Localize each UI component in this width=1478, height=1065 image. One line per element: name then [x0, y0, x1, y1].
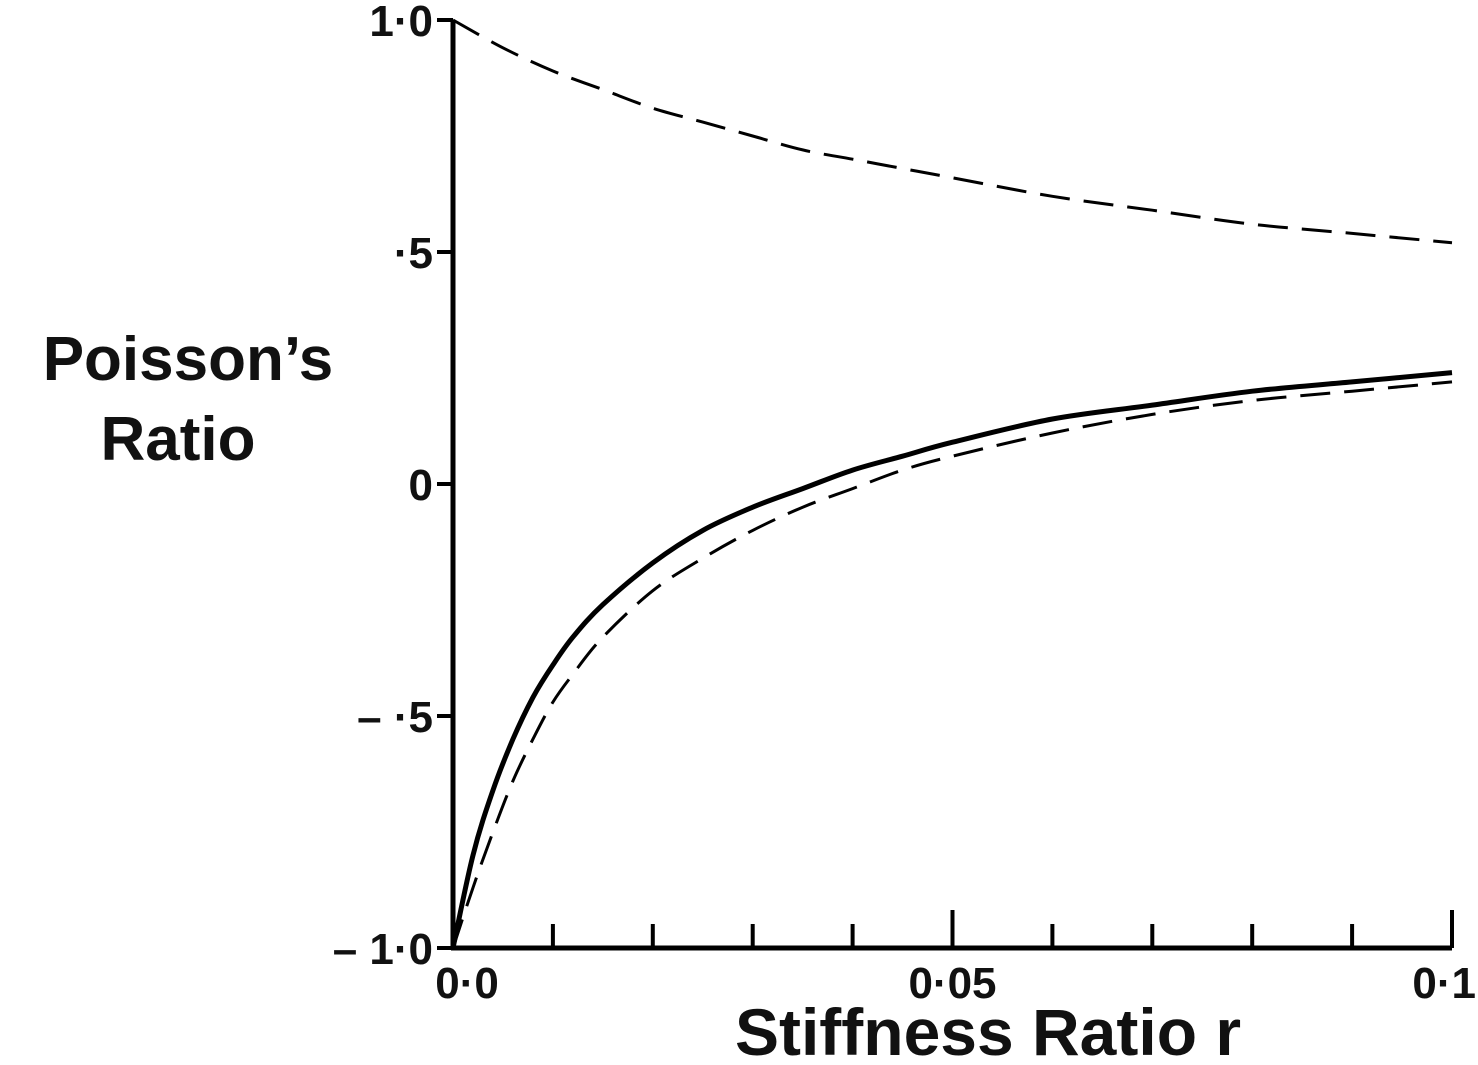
x-tick-label: 0·1 [1412, 959, 1476, 1008]
x-tick-label: 0·0 [435, 959, 499, 1008]
y-tick-label: ·5 [394, 229, 433, 278]
solid-curve-1 [450, 370, 1453, 949]
x-tick-label: 0·05 [908, 959, 996, 1008]
x-axis-title: Stiffness Ratio r [735, 995, 1241, 1065]
y-tick-label: 0 [409, 461, 433, 510]
axes [437, 18, 1454, 951]
dashed-curve-3 [452, 18, 1453, 245]
y-tick-label: – 1·0 [333, 925, 433, 974]
x-minor-ticks [550, 924, 1355, 948]
y-axis-title-line-1: Poisson’s [43, 325, 334, 394]
y-tick-label: – ·5 [357, 693, 433, 742]
series-lines [450, 18, 1453, 949]
dashed-curve-2 [451, 380, 1453, 949]
y-axis-title-line-2: Ratio [101, 405, 256, 474]
y-tick-label: 1·0 [369, 0, 433, 46]
tick-labels: 1·0 ·5 0 – ·5 – 1·00·0 0·05 0·1 [333, 0, 1476, 1008]
